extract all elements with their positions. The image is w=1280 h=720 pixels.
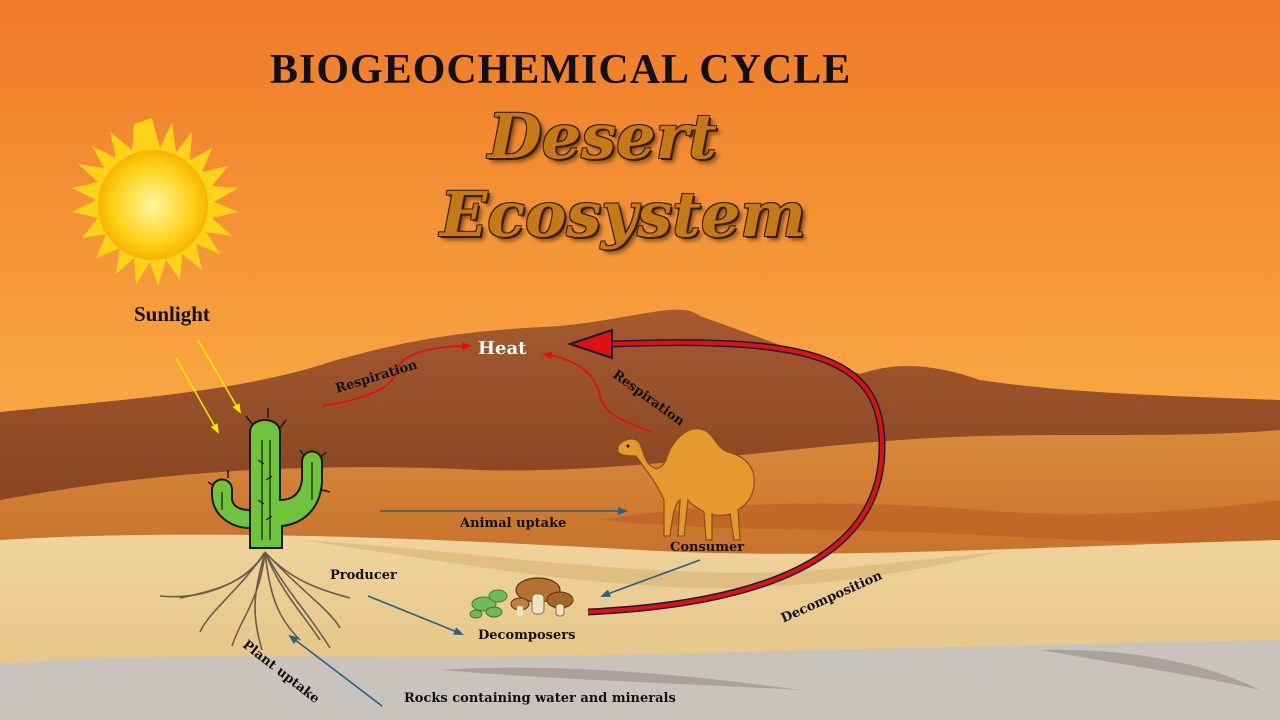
sand-ripple <box>300 540 1000 589</box>
sunlight-ray-1 <box>175 357 219 434</box>
camel-icon <box>617 428 755 541</box>
respiration-arrow-producer <box>321 342 472 407</box>
plant-uptake-arrow <box>288 634 383 707</box>
rocks-label: Rocks containing water and minerals <box>404 691 676 706</box>
diagram-title: BIOGEOCHEMICAL CYCLE <box>270 47 852 93</box>
rock-layer-shade <box>440 649 1260 690</box>
producer-to-decomposers-arrow <box>367 595 464 635</box>
decomposition-arrow-core <box>587 340 885 614</box>
mushroom-icon <box>510 577 574 617</box>
consumer-label: Consumer <box>670 540 745 555</box>
consumer-to-decomposers-arrow <box>600 559 701 597</box>
sun-icon <box>72 118 238 286</box>
decomposition-arrow-head <box>566 328 613 360</box>
diagram-subtitle-line2: Ecosystem <box>440 178 806 251</box>
animal-uptake-label: Animal uptake <box>460 516 567 531</box>
sunlight-ray-2 <box>197 339 242 414</box>
dune-shadow <box>600 500 1280 543</box>
bacteria-icon <box>469 589 508 619</box>
decomposers-label: Decomposers <box>478 628 576 643</box>
diagram-subtitle-line1: Desert <box>488 100 717 173</box>
heat-label: Heat <box>478 338 527 359</box>
producer-label: Producer <box>330 568 397 583</box>
cactus-icon <box>159 408 351 651</box>
respiration-arrow-consumer <box>542 351 653 433</box>
sunlight-label: Sunlight <box>134 302 210 326</box>
